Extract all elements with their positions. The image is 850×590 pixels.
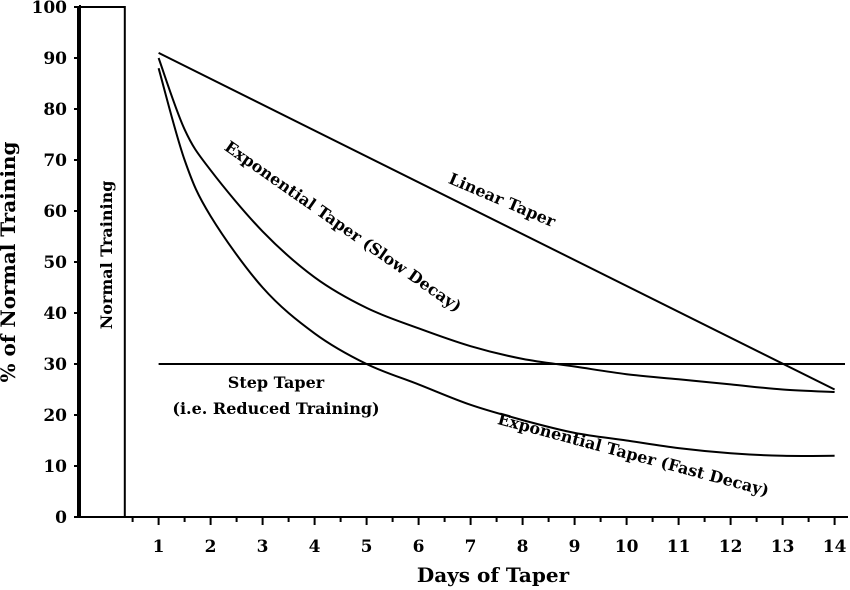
y-tick-label: 10 xyxy=(43,457,67,477)
linear-taper-line xyxy=(158,52,836,391)
x-tick-label: 4 xyxy=(309,537,321,557)
x-tick-label: 2 xyxy=(205,537,217,557)
x-tick-label: 14 xyxy=(823,537,847,557)
step-taper-sublabel: (i.e. Reduced Training) xyxy=(172,399,379,418)
x-tick-label: 8 xyxy=(517,537,529,557)
y-axis-title: % of Normal Training xyxy=(0,142,20,383)
exp-slow-taper-line xyxy=(157,57,835,394)
x-tick-label: 5 xyxy=(361,537,373,557)
normal-training-bar xyxy=(77,6,126,518)
y-tick-label: 70 xyxy=(43,151,67,171)
normal-training-bar-label: Normal Training xyxy=(97,181,116,330)
y-tick-label: 60 xyxy=(43,202,67,222)
y-tick-label: 0 xyxy=(55,508,67,528)
x-tick-label: 7 xyxy=(465,537,477,557)
y-tick-label: 20 xyxy=(43,406,67,426)
y-tick-label: 50 xyxy=(43,253,67,273)
y-axis-ticks: 0 10 20 30 40 50 60 70 80 90 100 xyxy=(32,0,80,528)
x-tick-label: 13 xyxy=(771,537,795,557)
linear-taper-label: Linear Taper xyxy=(446,169,559,231)
y-tick-label: 90 xyxy=(43,49,67,69)
x-axis-title: Days of Taper xyxy=(417,563,570,587)
y-tick-label: 80 xyxy=(43,100,67,120)
x-tick-label: 1 xyxy=(153,537,165,557)
y-tick-label: 100 xyxy=(32,0,68,18)
x-tick-label: 9 xyxy=(569,537,581,557)
step-taper-label: Step Taper xyxy=(228,373,325,392)
x-tick-label: 11 xyxy=(667,537,691,557)
exp-fast-taper-label: Exponential Taper (Fast Decay) xyxy=(496,409,771,500)
x-tick-label: 3 xyxy=(257,537,269,557)
x-tick-label: 12 xyxy=(719,537,743,557)
x-tick-label: 10 xyxy=(615,537,639,557)
y-tick-label: 30 xyxy=(43,355,67,375)
x-axis-ticks: 1 2 3 4 5 6 7 8 9 10 11 12 13 14 xyxy=(131,517,847,557)
y-tick-label: 40 xyxy=(43,304,67,324)
series-lines xyxy=(157,52,845,457)
x-tick-label: 6 xyxy=(413,537,425,557)
exp-fast-taper-line xyxy=(157,67,835,457)
